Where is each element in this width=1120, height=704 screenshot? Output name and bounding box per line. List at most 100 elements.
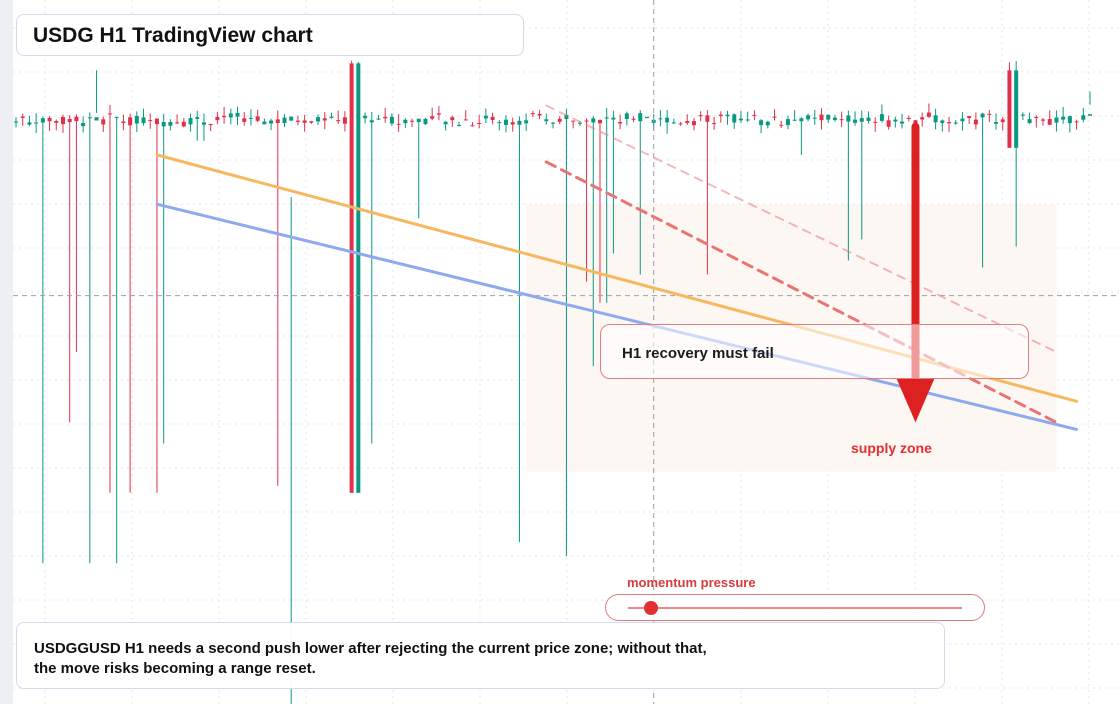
- candle-body: [1054, 117, 1059, 123]
- candle-body: [141, 117, 146, 124]
- candle-body: [436, 113, 441, 115]
- candle-body: [933, 115, 938, 123]
- candle-body: [785, 119, 790, 126]
- candle-body: [1067, 116, 1072, 124]
- candle-body: [134, 115, 139, 124]
- candle-body: [490, 116, 495, 120]
- summary-line-1: USDGGUSD H1 needs a second push lower af…: [34, 640, 707, 657]
- candle-body: [980, 113, 985, 118]
- candle-body: [369, 120, 374, 123]
- candle-body: [631, 118, 636, 120]
- candle-body: [953, 122, 958, 124]
- candle-body: [926, 112, 931, 117]
- candle-body: [752, 114, 757, 116]
- candle-body: [504, 119, 509, 125]
- candle-body: [161, 122, 166, 127]
- candle-body: [94, 117, 99, 121]
- candle-body: [1014, 70, 1019, 148]
- candle-body: [349, 63, 354, 493]
- candle-body: [799, 118, 804, 122]
- candle-body: [792, 119, 797, 121]
- candle-body: [81, 123, 86, 127]
- candle-body: [564, 114, 569, 120]
- candle-body: [906, 117, 911, 120]
- candle-body: [148, 120, 153, 122]
- candle-body: [879, 114, 884, 121]
- candle-body: [685, 121, 690, 124]
- candle-body: [1034, 116, 1039, 119]
- candle-body: [363, 115, 368, 119]
- candle-body: [745, 119, 750, 121]
- summary-line-2: the move risks becoming a range reset.: [34, 660, 316, 677]
- candle-body: [463, 119, 468, 121]
- candle-body: [900, 121, 905, 124]
- candle-body: [893, 119, 898, 122]
- candle-body: [947, 122, 952, 124]
- trendline-red-faded: [545, 104, 1058, 353]
- candle-body: [913, 120, 918, 125]
- candle-body: [477, 122, 482, 124]
- candle-body: [154, 118, 159, 125]
- candle-body: [60, 117, 65, 125]
- candle-body: [195, 117, 200, 119]
- candle-body: [67, 118, 72, 123]
- candle-body: [604, 117, 609, 119]
- candle-body: [940, 120, 945, 123]
- candle-body: [262, 121, 267, 125]
- candle-body: [282, 117, 287, 124]
- candle-body: [530, 113, 535, 115]
- candle-body: [806, 115, 811, 120]
- candle-body: [759, 120, 764, 126]
- candle-body: [591, 118, 596, 123]
- candle-body: [389, 116, 394, 124]
- candle-body: [517, 120, 522, 125]
- candle-body: [289, 116, 294, 121]
- candle-body: [483, 115, 488, 119]
- candle-body: [544, 119, 549, 122]
- chart-title: USDG H1 TradingView chart: [16, 14, 524, 56]
- candle-body: [732, 114, 737, 123]
- candle-body: [597, 119, 602, 124]
- candle-body: [779, 124, 784, 126]
- candle-body: [181, 121, 186, 127]
- candle-body: [329, 116, 334, 118]
- candle-body: [322, 118, 327, 121]
- candle-body: [309, 121, 314, 123]
- candle-body: [987, 113, 992, 115]
- candle-body: [712, 122, 717, 124]
- candle-body: [725, 114, 730, 117]
- candle-body: [342, 117, 347, 124]
- candle-body: [571, 120, 576, 122]
- momentum-label: momentum pressure: [627, 575, 756, 590]
- candle-body: [101, 119, 106, 125]
- momentum-gauge-line: [628, 607, 962, 609]
- candle-body: [269, 120, 274, 124]
- candle-body: [302, 120, 307, 123]
- candle-body: [235, 112, 240, 117]
- candle-body: [1088, 114, 1092, 116]
- candle-body: [551, 122, 555, 124]
- supply-zone-label: supply zone: [851, 440, 932, 456]
- candle-body: [624, 113, 629, 120]
- candle-body: [121, 121, 126, 123]
- candle-body: [1081, 115, 1086, 120]
- candle-body: [175, 122, 180, 124]
- candle-body: [698, 115, 703, 117]
- candle-body: [1041, 119, 1046, 121]
- candle-body: [316, 117, 321, 122]
- candle-body: [54, 120, 59, 123]
- left-toolbar-strip: [0, 0, 13, 704]
- candle-body: [665, 117, 670, 123]
- candle-body: [920, 117, 925, 120]
- candle-body: [14, 121, 18, 123]
- momentum-gauge-knob: [644, 601, 659, 615]
- candle-body: [255, 116, 260, 121]
- candle-body: [188, 118, 193, 125]
- candle-body: [812, 117, 817, 119]
- candle-body: [1020, 114, 1025, 116]
- candle-body: [611, 117, 616, 120]
- candle-body: [718, 114, 723, 117]
- candle-body: [960, 118, 965, 122]
- candle-body: [819, 114, 824, 121]
- candle-body: [1061, 116, 1066, 120]
